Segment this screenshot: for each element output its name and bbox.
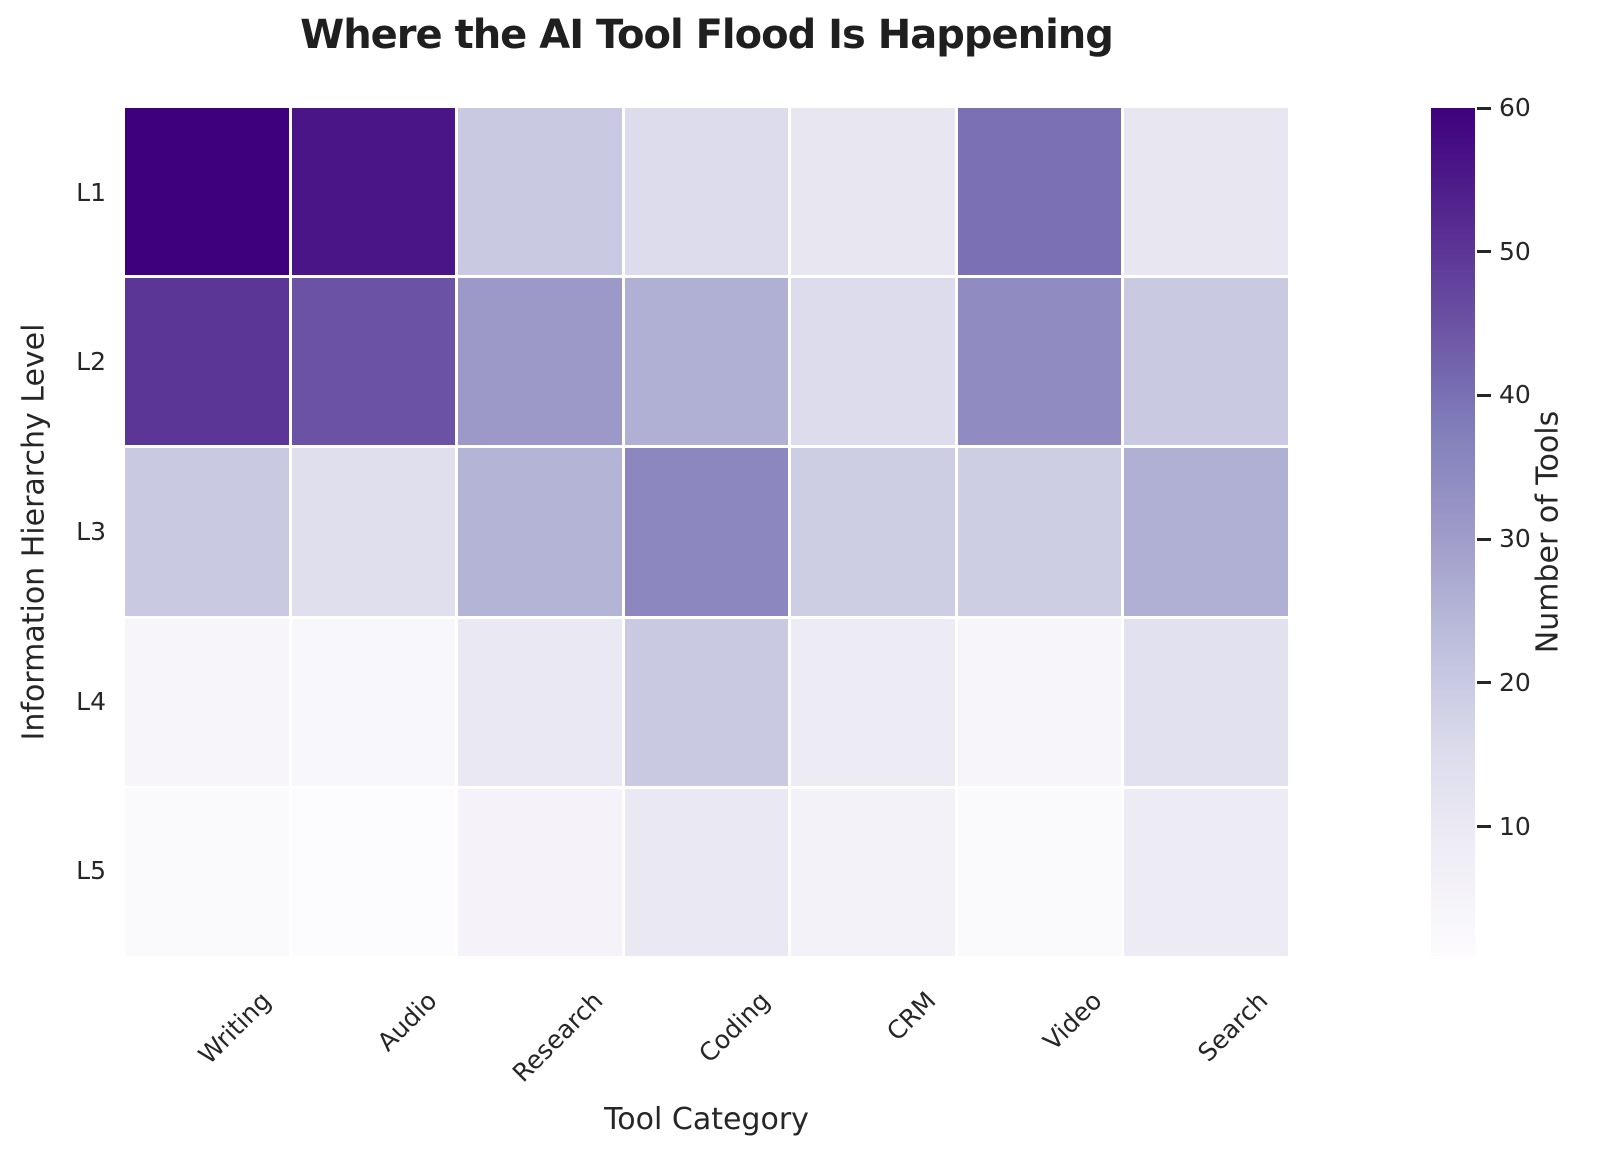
heatmap-cell-L1-Search [1124, 108, 1288, 276]
heatmap-cell-L1-Research [458, 108, 622, 276]
heatmap-cell-L2-Video [957, 278, 1122, 446]
colorbar-label: Number of Tools [1530, 410, 1566, 654]
heatmap-cell-L2-Research [458, 278, 622, 446]
colorbar [1431, 108, 1475, 956]
x-tick-label-Video: Video [1037, 986, 1108, 1057]
heatmap-cell-L4-Search [1124, 618, 1288, 786]
colorbar-tick-label-10: 10 [1499, 811, 1531, 841]
heatmap-cell-L4-Video [957, 618, 1122, 786]
heatmap-cell-L2-Audio [291, 278, 456, 446]
x-tick-label-CRM: CRM [880, 986, 942, 1047]
heatmap-cell-L3-Coding [624, 448, 789, 616]
heatmap-cell-L2-Coding [624, 278, 789, 446]
heatmap-cell-L3-Writing [125, 448, 289, 616]
heatmap-cell-L5-Search [1124, 788, 1288, 956]
heatmap-cell-L1-Writing [125, 108, 289, 276]
colorbar-tick-50 [1477, 250, 1491, 254]
y-tick-label-L3: L3 [76, 517, 106, 546]
heatmap-cell-L4-Audio [291, 618, 456, 786]
colorbar-tick-20 [1477, 681, 1491, 685]
heatmap-cell-L5-Research [458, 788, 622, 956]
heatmap-cell-L3-Search [1124, 448, 1288, 616]
heatmap-cell-L2-Writing [125, 278, 289, 446]
x-tick-label-Search: Search [1192, 986, 1274, 1068]
heatmap-cell-L3-Video [957, 448, 1122, 616]
y-tick-label-L1: L1 [76, 177, 106, 207]
heatmap-cell-L1-CRM [791, 108, 955, 276]
x-axis-label: Tool Category [604, 1102, 809, 1137]
y-tick-label-L5: L5 [76, 856, 106, 886]
colorbar-tick-10 [1477, 825, 1491, 829]
y-tick-label-L4: L4 [76, 686, 106, 716]
colorbar-tick-label-20: 20 [1499, 667, 1531, 697]
heatmap-grid [125, 108, 1288, 956]
x-tick-label-Coding: Coding [692, 986, 776, 1069]
y-tick-label-L2: L2 [76, 347, 106, 377]
x-tick-label-Research: Research [507, 986, 609, 1088]
colorbar-tick-label-60: 60 [1499, 93, 1531, 122]
heatmap-cell-L4-Coding [624, 618, 789, 786]
colorbar-tick-60 [1477, 106, 1491, 110]
heatmap-cell-L3-CRM [791, 448, 955, 616]
x-tick-label-Audio: Audio [371, 986, 443, 1057]
heatmap-cell-L5-Audio [291, 788, 456, 956]
heatmap-cell-L4-CRM [791, 618, 955, 786]
heatmap-cell-L5-Video [957, 788, 1122, 956]
colorbar-tick-label-40: 40 [1499, 380, 1531, 410]
colorbar-tick-30 [1477, 537, 1491, 541]
heatmap-cell-L1-Video [957, 108, 1122, 276]
heatmap-cell-L5-Coding [624, 788, 789, 956]
heatmap-cell-L2-CRM [791, 278, 955, 446]
heatmap-cell-L1-Audio [291, 108, 456, 276]
colorbar-tick-label-30: 30 [1499, 524, 1531, 554]
heatmap-cell-L4-Writing [125, 618, 289, 786]
heatmap-cell-L5-CRM [791, 788, 955, 956]
colorbar-tick-label-50: 50 [1499, 236, 1531, 266]
colorbar-tick-40 [1477, 393, 1491, 397]
heatmap-cell-L5-Writing [125, 788, 289, 956]
chart-title: Where the AI Tool Flood Is Happening [300, 12, 1114, 58]
heatmap-cell-L4-Research [458, 618, 622, 786]
heatmap-cell-L1-Coding [624, 108, 789, 276]
heatmap-cell-L3-Audio [291, 448, 456, 616]
heatmap-cell-L2-Search [1124, 278, 1288, 446]
heatmap-cell-L3-Research [458, 448, 622, 616]
x-tick-label-Writing: Writing [192, 986, 277, 1070]
